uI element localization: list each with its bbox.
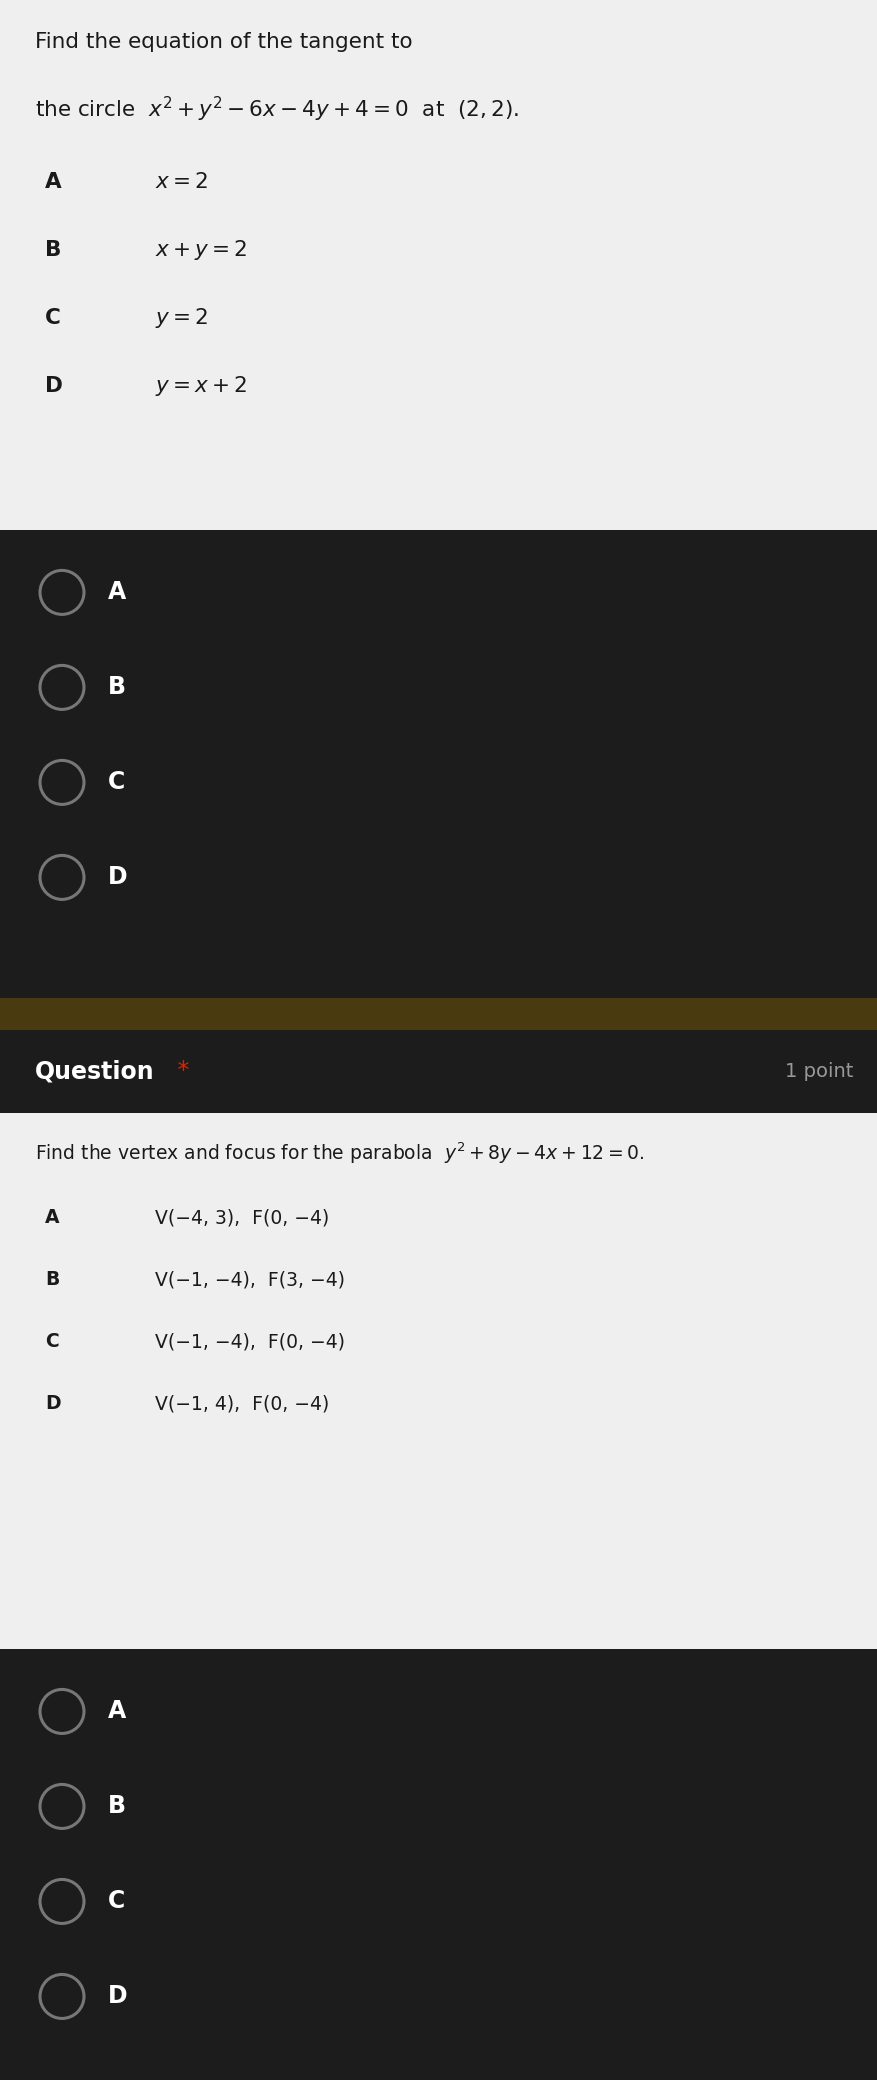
Text: *: *	[170, 1059, 189, 1084]
Text: A: A	[108, 580, 126, 605]
Text: D: D	[108, 1984, 127, 2009]
Text: A: A	[108, 1699, 126, 1724]
Text: B: B	[45, 1271, 60, 1290]
Text: C: C	[45, 1333, 59, 1352]
Text: $y=2$: $y=2$	[155, 306, 208, 331]
FancyBboxPatch shape	[0, 1113, 877, 1649]
Text: B: B	[45, 239, 61, 260]
Text: $y=x+2$: $y=x+2$	[155, 374, 247, 397]
Text: 1 point: 1 point	[784, 1061, 852, 1082]
FancyBboxPatch shape	[0, 1030, 877, 1113]
Text: Find the vertex and focus for the parabola  $y^2+8y-4x+12=0$.: Find the vertex and focus for the parabo…	[35, 1140, 644, 1167]
Text: V(−1, 4),  F(0, −4): V(−1, 4), F(0, −4)	[155, 1394, 329, 1412]
Text: A: A	[45, 173, 61, 191]
Text: D: D	[45, 376, 63, 395]
Text: the circle  $x^2+y^2-6x-4y+4=0$  at  $(2,2)$.: the circle $x^2+y^2-6x-4y+4=0$ at $(2,2)…	[35, 96, 518, 125]
Text: C: C	[45, 308, 61, 329]
FancyBboxPatch shape	[0, 998, 877, 1030]
Text: V(−4, 3),  F(0, −4): V(−4, 3), F(0, −4)	[155, 1208, 329, 1227]
Text: Question: Question	[35, 1059, 154, 1084]
Text: B: B	[108, 1795, 126, 1818]
Text: V(−1, −4),  F(3, −4): V(−1, −4), F(3, −4)	[155, 1271, 345, 1290]
FancyBboxPatch shape	[0, 530, 877, 998]
FancyBboxPatch shape	[0, 0, 877, 530]
Text: A: A	[45, 1208, 60, 1227]
Text: D: D	[45, 1394, 61, 1412]
Text: D: D	[108, 865, 127, 890]
Text: Find the equation of the tangent to: Find the equation of the tangent to	[35, 31, 412, 52]
Text: V(−1, −4),  F(0, −4): V(−1, −4), F(0, −4)	[155, 1333, 345, 1352]
Text: $x+y=2$: $x+y=2$	[155, 237, 247, 262]
Text: $x=2$: $x=2$	[155, 173, 208, 191]
Text: C: C	[108, 770, 125, 795]
FancyBboxPatch shape	[0, 1649, 877, 2080]
Text: C: C	[108, 1889, 125, 1914]
Text: B: B	[108, 676, 126, 699]
